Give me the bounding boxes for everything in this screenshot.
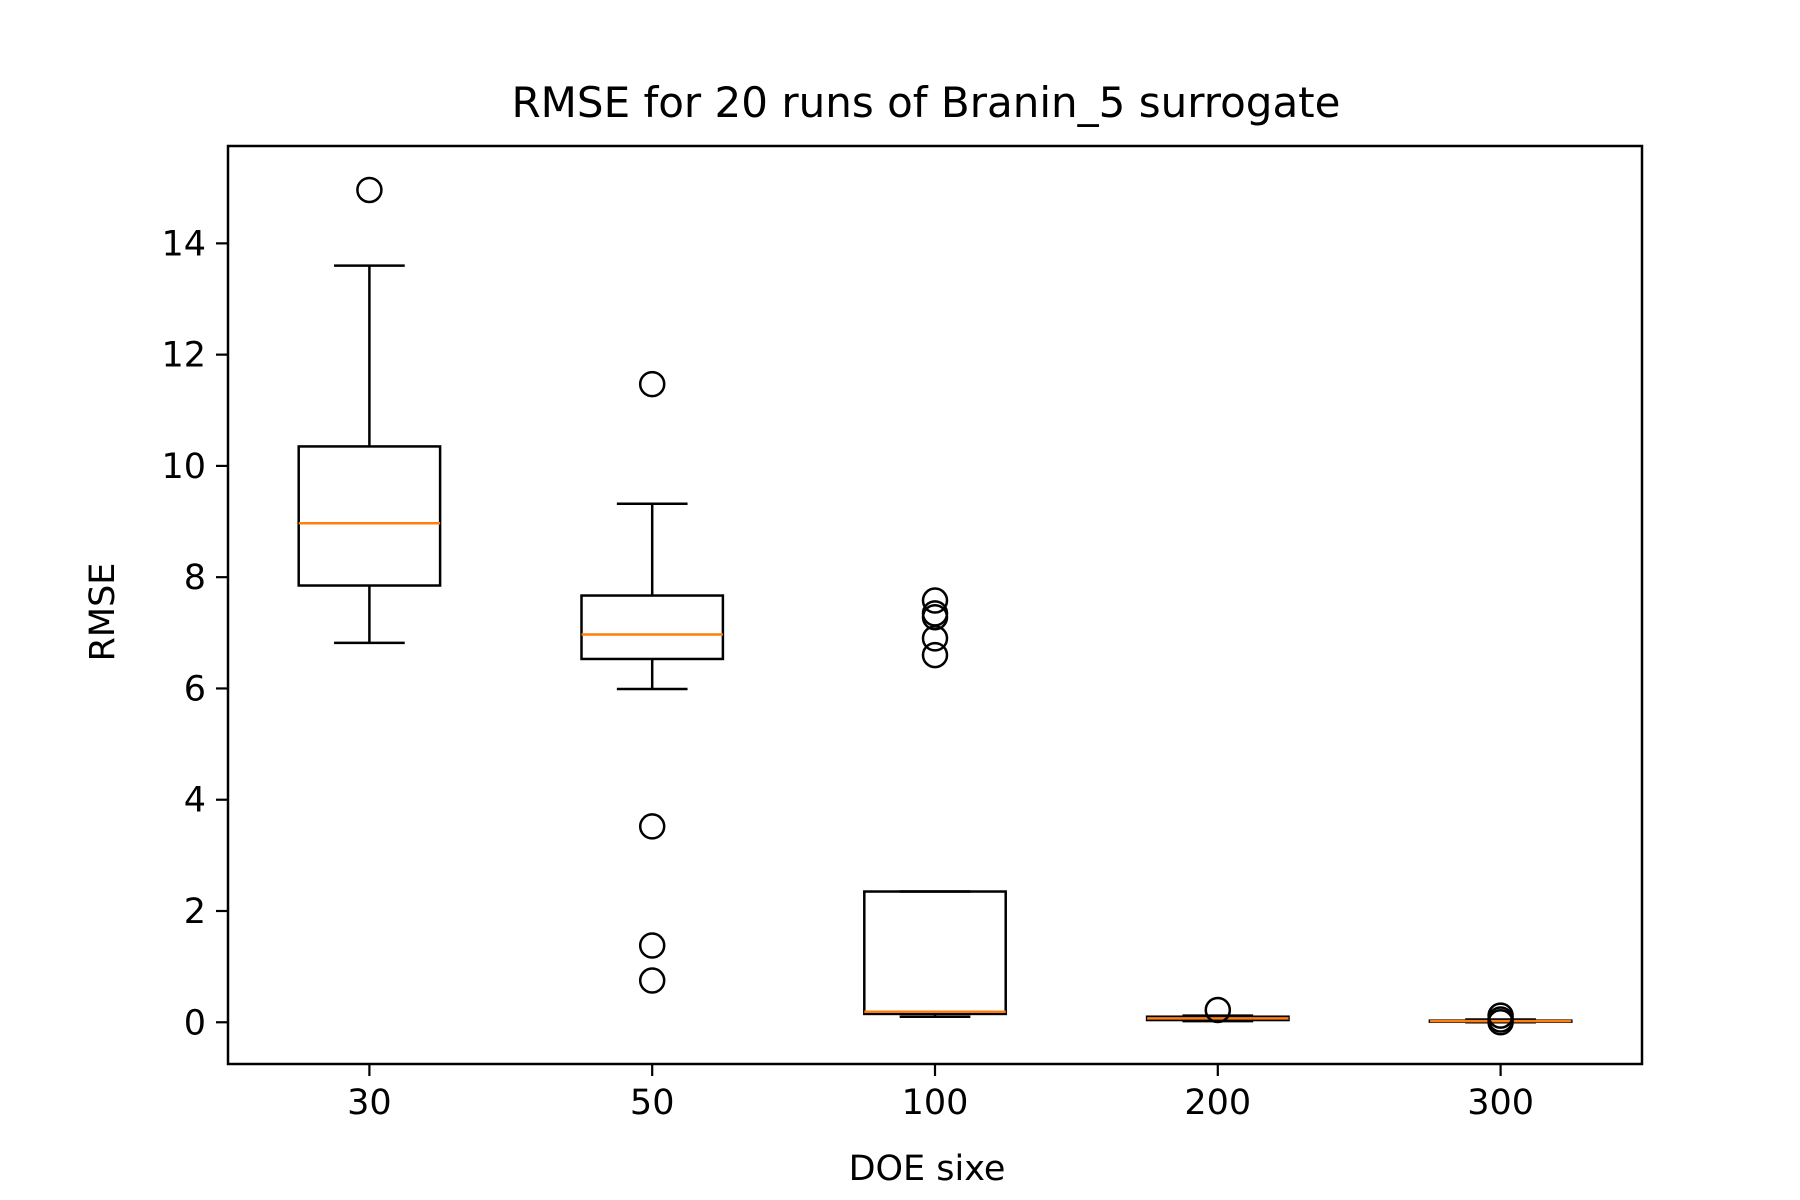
plot-area [297,176,1573,1036]
y-tick-label: 10 [161,447,206,487]
y-tick-label: 14 [161,224,206,264]
outlier-point [638,967,666,994]
outlier-point [1487,1009,1514,1036]
outlier-point [638,813,666,840]
box-group-200 [1145,996,1290,1024]
box-group-30 [297,176,442,645]
outlier-point [356,176,383,204]
outlier-point [921,625,949,652]
chart-title: RMSE for 20 runs of Branin_5 surrogate [511,78,1340,127]
y-tick-label: 12 [161,336,206,376]
x-tick-label: 300 [1467,1083,1534,1123]
outlier-point [638,370,666,398]
box-group-300 [1428,1002,1573,1036]
x-tick-label: 30 [347,1083,392,1123]
x-tick-label: 200 [1184,1083,1251,1123]
outlier-point [638,932,666,959]
x-axis-title: DOE sixe [849,1149,1006,1189]
x-tick-label: 100 [902,1083,969,1123]
y-tick-label: 0 [184,1003,206,1043]
y-tick-label: 2 [184,892,206,932]
box [863,890,1007,1016]
box [297,445,442,587]
y-tick-label: 4 [184,781,206,821]
y-axis-title: RMSE [83,563,123,662]
outlier-point [921,641,949,669]
outlier-point [921,603,949,631]
x-tick-label: 50 [630,1083,675,1123]
box [580,594,725,661]
outlier-point [921,587,949,614]
y-tick-label: 6 [184,669,206,709]
y-tick-label: 8 [184,558,206,598]
box-group-50 [580,370,725,994]
box-group-100 [863,587,1007,1018]
outlier-point [1204,996,1232,1024]
axes: 0 2 4 6 8 10 12 14 30 50 100 200 300 [161,224,1534,1123]
